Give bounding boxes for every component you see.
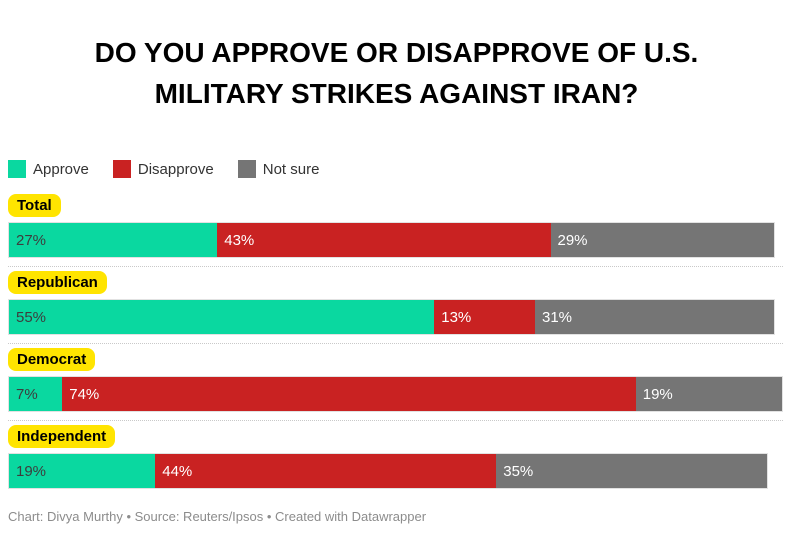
- legend-label-disapprove: Disapprove: [137, 160, 214, 178]
- chart-attribution: Chart: Divya Murthy • Source: Reuters/Ip…: [8, 509, 427, 524]
- legend-item-disapprove: Disapprove: [112, 160, 214, 178]
- bar-segment-independent-not-sure: 35%: [496, 453, 768, 489]
- chart-row-total: Total 27% 43% 29%: [8, 194, 783, 267]
- row-label-republican: Republican: [8, 271, 107, 294]
- chart-row-independent: Independent 19% 44% 35%: [8, 425, 783, 489]
- bar-independent: 19% 44% 35%: [8, 453, 783, 489]
- legend-label-not-sure: Not sure: [262, 160, 320, 178]
- row-label-total: Total: [8, 194, 61, 217]
- approve-swatch-icon: [8, 160, 26, 178]
- legend: Approve Disapprove Not sure: [8, 160, 793, 178]
- bar-segment-republican-approve: 55%: [8, 299, 435, 335]
- legend-item-approve: Approve: [8, 160, 89, 178]
- bar-total: 27% 43% 29%: [8, 222, 783, 258]
- legend-item-not-sure: Not sure: [237, 160, 320, 178]
- row-separator: [8, 266, 783, 267]
- row-separator: [8, 420, 783, 421]
- bar-segment-republican-not-sure: 31%: [535, 299, 776, 335]
- chart-page: DO YOU APPROVE OR DISAPPROVE OF U.S. MIL…: [0, 32, 793, 542]
- legend-label-approve: Approve: [33, 160, 89, 178]
- not-sure-swatch-icon: [237, 160, 256, 178]
- bar-segment-total-not-sure: 29%: [550, 222, 776, 258]
- stacked-bar-chart: Total 27% 43% 29% Republican 55% 13% 31%…: [8, 194, 783, 489]
- row-label-democrat: Democrat: [8, 348, 96, 371]
- bar-republican: 55% 13% 31%: [8, 299, 783, 335]
- title-line-1: DO YOU APPROVE OR DISAPPROVE OF U.S.: [94, 37, 699, 68]
- bar-segment-total-approve: 27%: [8, 222, 218, 258]
- row-label-independent: Independent: [8, 425, 116, 448]
- bar-segment-total-disapprove: 43%: [217, 222, 551, 258]
- bar-segment-democrat-disapprove: 74%: [62, 376, 636, 412]
- bar-segment-republican-disapprove: 13%: [434, 299, 535, 335]
- bar-segment-democrat-not-sure: 19%: [635, 376, 783, 412]
- chart-row-republican: Republican 55% 13% 31%: [8, 271, 783, 344]
- page-title: DO YOU APPROVE OR DISAPPROVE OF U.S. MIL…: [8, 32, 785, 114]
- chart-row-democrat: Democrat 7% 74% 19%: [8, 348, 783, 421]
- title-line-2: MILITARY STRIKES AGAINST IRAN?: [154, 78, 639, 109]
- disapprove-swatch-icon: [112, 160, 131, 178]
- bar-segment-democrat-approve: 7%: [8, 376, 63, 412]
- bar-segment-independent-approve: 19%: [8, 453, 156, 489]
- row-separator: [8, 343, 783, 344]
- bar-democrat: 7% 74% 19%: [8, 376, 783, 412]
- bar-segment-independent-disapprove: 44%: [155, 453, 497, 489]
